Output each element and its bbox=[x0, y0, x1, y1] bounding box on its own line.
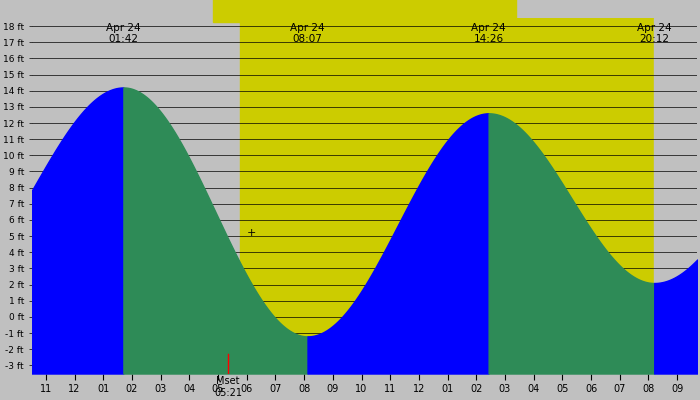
Bar bbox=[654, 18, 697, 374]
Bar bbox=[240, 18, 654, 374]
Text: Apr 24
14:26: Apr 24 14:26 bbox=[471, 23, 506, 44]
Text: Mset
05:21: Mset 05:21 bbox=[214, 376, 242, 398]
Text: +: + bbox=[246, 228, 256, 238]
Text: Apr 24
08:07: Apr 24 08:07 bbox=[290, 23, 325, 44]
Text: Apr 24
20:12: Apr 24 20:12 bbox=[637, 23, 671, 44]
Bar bbox=[32, 18, 240, 374]
Title: Herring Bay, Frederick Sound, Alaska: Herring Bay, Frederick Sound, Alaska bbox=[219, 3, 510, 17]
Text: Apr 24
01:42: Apr 24 01:42 bbox=[106, 23, 141, 44]
